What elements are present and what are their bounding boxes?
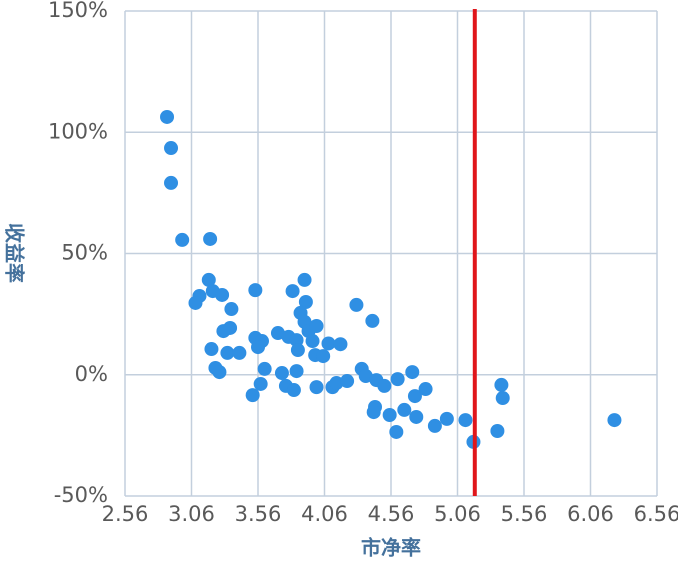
point bbox=[409, 409, 424, 424]
point bbox=[309, 319, 324, 334]
point bbox=[427, 418, 442, 433]
point bbox=[321, 336, 336, 351]
point bbox=[216, 324, 231, 339]
point bbox=[316, 349, 331, 364]
point bbox=[418, 382, 433, 397]
x-tick-label: 4.06 bbox=[301, 502, 348, 526]
x-tick-label: 5.06 bbox=[434, 502, 481, 526]
x-tick-label: 3.06 bbox=[168, 502, 215, 526]
x-tick-label: 4.56 bbox=[368, 502, 415, 526]
point bbox=[286, 383, 301, 398]
point bbox=[407, 389, 422, 404]
point bbox=[253, 376, 268, 391]
point bbox=[366, 405, 381, 420]
y-tick-label: 100% bbox=[48, 119, 108, 143]
point bbox=[340, 374, 355, 389]
point bbox=[203, 231, 218, 246]
point bbox=[298, 295, 313, 309]
point bbox=[390, 372, 405, 387]
point bbox=[397, 402, 412, 417]
point bbox=[439, 411, 454, 426]
point bbox=[349, 297, 364, 312]
x-tick-label: 3.56 bbox=[235, 502, 282, 526]
point bbox=[274, 366, 289, 381]
y-tick-label: 150% bbox=[48, 0, 108, 22]
y-tick-label: 0% bbox=[75, 362, 108, 386]
point bbox=[164, 141, 179, 156]
point bbox=[494, 377, 509, 392]
y-tick-label: -50% bbox=[54, 483, 108, 507]
point bbox=[232, 345, 247, 360]
x-tick-label: 6.06 bbox=[567, 502, 614, 526]
point bbox=[212, 365, 227, 380]
point bbox=[188, 295, 203, 310]
point bbox=[309, 380, 324, 395]
point bbox=[257, 361, 272, 376]
y-tick-label: 50% bbox=[61, 241, 108, 265]
point bbox=[289, 364, 304, 379]
point bbox=[215, 287, 230, 302]
point bbox=[204, 342, 219, 357]
point bbox=[175, 232, 190, 247]
point bbox=[607, 413, 622, 428]
point bbox=[358, 368, 373, 383]
point bbox=[329, 375, 344, 390]
point bbox=[285, 284, 300, 299]
point bbox=[160, 109, 175, 124]
point bbox=[201, 272, 216, 287]
x-tick-label: 5.56 bbox=[501, 502, 548, 526]
x-tick-label: 6.56 bbox=[634, 502, 678, 526]
x-axis-title: 市净率 bbox=[361, 536, 421, 560]
point bbox=[490, 424, 505, 439]
point bbox=[251, 340, 265, 355]
point bbox=[248, 283, 263, 298]
point bbox=[164, 175, 179, 190]
point bbox=[365, 313, 380, 328]
point bbox=[220, 345, 235, 360]
point bbox=[305, 334, 320, 349]
point bbox=[245, 388, 260, 403]
y-axis-title: 收益率 bbox=[3, 223, 27, 283]
x-tick-label: 2.56 bbox=[102, 502, 149, 526]
point bbox=[270, 326, 285, 341]
point bbox=[297, 272, 312, 287]
point bbox=[333, 337, 348, 352]
point bbox=[389, 424, 404, 439]
point bbox=[458, 413, 473, 428]
point bbox=[224, 302, 239, 317]
point bbox=[382, 408, 397, 423]
point bbox=[495, 391, 510, 406]
point bbox=[290, 343, 305, 358]
point bbox=[377, 378, 392, 393]
point bbox=[405, 365, 420, 380]
